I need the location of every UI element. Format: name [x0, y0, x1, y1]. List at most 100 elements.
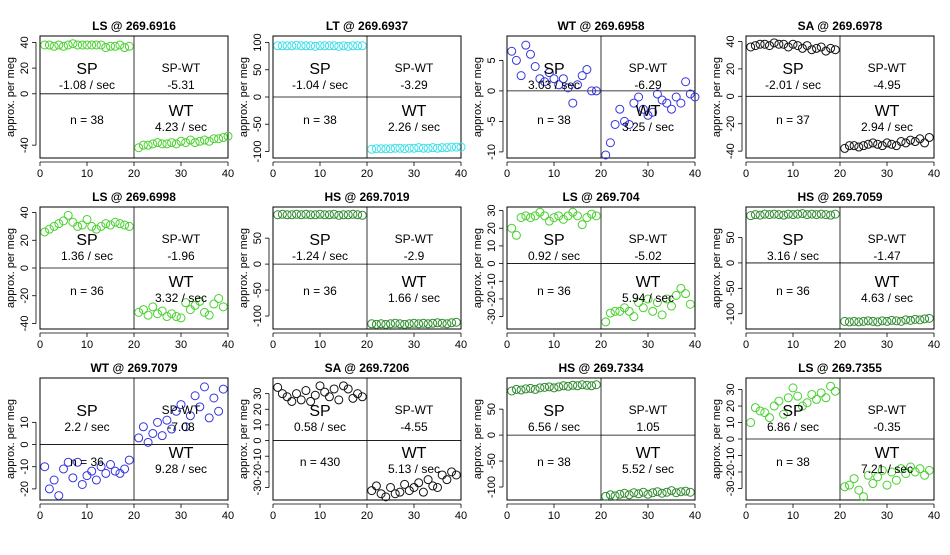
- data-point: [511, 230, 521, 240]
- data-point: [82, 40, 92, 50]
- data-point: [797, 209, 807, 219]
- data-point: [214, 294, 224, 303]
- data-point: [568, 380, 578, 390]
- data-point: [882, 316, 892, 326]
- data-point: [287, 210, 297, 220]
- data-point: [400, 319, 410, 329]
- data-point: [516, 213, 526, 223]
- data-point: [315, 381, 325, 391]
- data-point: [821, 393, 831, 403]
- x-tick-label: 20: [834, 168, 846, 180]
- data-point: [826, 381, 836, 391]
- data-point: [153, 138, 162, 148]
- sp-rate: 1.36 / sec: [61, 249, 113, 263]
- data-point: [395, 487, 405, 497]
- data-point: [746, 418, 756, 428]
- data-point: [750, 41, 760, 51]
- y-tick-label: 20: [725, 400, 737, 412]
- data-point: [638, 487, 648, 497]
- wt-rate: 1.66 / sec: [388, 291, 440, 305]
- sample-count: n = 36: [776, 284, 810, 298]
- data-point: [605, 138, 615, 148]
- x-tick-label: 30: [408, 339, 420, 351]
- data-point: [185, 305, 195, 315]
- spwt-rate: -6.29: [634, 78, 662, 92]
- data-point: [769, 209, 779, 219]
- data-point: [386, 319, 395, 329]
- sample-count: n = 36: [303, 284, 337, 298]
- data-point: [40, 462, 50, 472]
- data-point: [404, 486, 414, 496]
- chart-title: WT @ 269.7079: [90, 361, 177, 375]
- data-point: [797, 43, 807, 53]
- data-point: [882, 138, 892, 148]
- x-tick-label: 30: [881, 339, 893, 351]
- data-point: [821, 210, 831, 220]
- data-point: [63, 457, 73, 467]
- y-axis-label: approx. per meg: [238, 228, 250, 308]
- data-point: [587, 209, 597, 219]
- data-point: [507, 46, 517, 56]
- data-point: [418, 143, 428, 153]
- data-point: [643, 489, 653, 499]
- sp-label: SP: [543, 403, 564, 420]
- data-point: [629, 488, 639, 498]
- data-point: [190, 138, 200, 148]
- data-point: [376, 144, 386, 154]
- data-point: [549, 213, 559, 223]
- data-point: [887, 467, 897, 477]
- sp-label: SP: [309, 232, 330, 249]
- data-point: [54, 40, 64, 50]
- data-point: [59, 464, 68, 474]
- sample-count: n = 38: [537, 113, 571, 127]
- data-point: [310, 210, 320, 220]
- data-point: [181, 298, 191, 308]
- data-point: [540, 77, 550, 87]
- spwt-rate: 1.05: [636, 420, 660, 434]
- x-tick-label: 20: [128, 339, 140, 351]
- data-point: [624, 306, 634, 316]
- x-tick-label: 30: [881, 510, 893, 522]
- data-point: [535, 383, 545, 393]
- y-tick-label: -40: [19, 316, 31, 332]
- data-point: [200, 135, 209, 145]
- data-point: [648, 306, 658, 316]
- data-point: [873, 139, 883, 149]
- data-point: [854, 485, 864, 495]
- data-point: [115, 40, 125, 50]
- data-point: [357, 210, 367, 220]
- sample-count: n = 38: [303, 113, 337, 127]
- data-point: [563, 83, 573, 93]
- data-point: [277, 41, 287, 51]
- data-point: [124, 41, 134, 51]
- data-point: [315, 41, 325, 51]
- data-point: [343, 384, 353, 394]
- data-point: [367, 144, 377, 154]
- data-point: [793, 41, 803, 51]
- sp-rate: -1.04 / sec: [292, 78, 348, 92]
- data-point: [447, 142, 457, 152]
- y-tick-label: -20: [19, 481, 31, 497]
- data-point: [91, 475, 101, 485]
- data-point: [428, 481, 438, 491]
- data-point: [830, 386, 840, 396]
- x-tick-label: 30: [881, 168, 893, 180]
- y-axis-label: approx. per meg: [238, 57, 250, 137]
- data-point: [554, 80, 564, 90]
- y-tick-label: 20: [486, 222, 498, 234]
- data-point: [320, 41, 330, 51]
- data-point: [667, 486, 676, 496]
- data-point: [826, 210, 836, 220]
- x-tick-label: 10: [787, 510, 799, 522]
- data-point: [610, 306, 620, 316]
- data-point: [816, 42, 826, 52]
- wt-label: WT: [402, 274, 427, 291]
- x-tick-label: 20: [361, 168, 373, 180]
- data-point: [414, 319, 424, 329]
- data-point: [120, 464, 130, 474]
- data-point: [657, 488, 667, 498]
- data-point: [63, 40, 73, 50]
- y-tick-label: -40: [725, 143, 737, 159]
- sp-label: SP: [782, 232, 803, 249]
- data-point: [433, 143, 442, 153]
